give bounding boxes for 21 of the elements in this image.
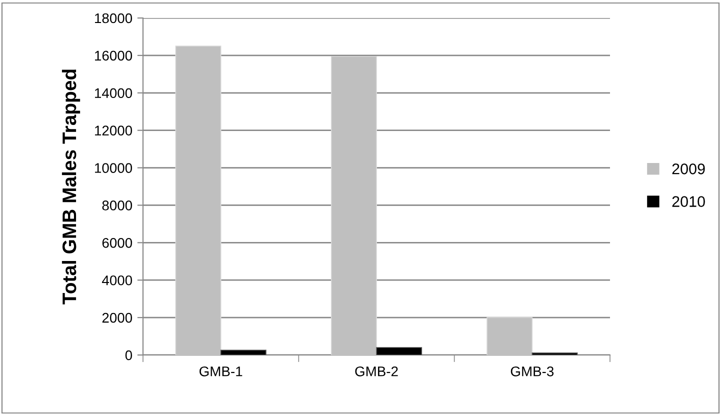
y-tick-label: 16000 bbox=[95, 50, 132, 61]
y-tick-label: 8000 bbox=[102, 200, 132, 210]
y-tick-label: 12000 bbox=[95, 126, 132, 136]
y-tick-label: 4000 bbox=[102, 275, 132, 286]
bar bbox=[175, 46, 222, 355]
bar bbox=[220, 350, 266, 355]
y-tick-label: 10000 bbox=[95, 163, 132, 173]
y-tick-label: 18000 bbox=[95, 13, 132, 24]
legend-label: 2009 bbox=[672, 163, 705, 174]
bar bbox=[330, 56, 377, 355]
y-tick-label: 2000 bbox=[102, 312, 132, 323]
y-tick-label: 6000 bbox=[102, 238, 132, 248]
y-tick-label: 0 bbox=[125, 350, 132, 360]
legend-label: 2010 bbox=[672, 196, 705, 207]
y-axis-title: Total GMB Males Trapped bbox=[62, 70, 80, 304]
x-tick-label: GMB-3 bbox=[510, 366, 554, 376]
y-tick-label: 14000 bbox=[95, 88, 132, 98]
bar bbox=[376, 347, 422, 355]
bar bbox=[486, 317, 533, 355]
x-tick-label: GMB-2 bbox=[355, 366, 398, 376]
x-tick-label: GMB-1 bbox=[200, 366, 242, 376]
